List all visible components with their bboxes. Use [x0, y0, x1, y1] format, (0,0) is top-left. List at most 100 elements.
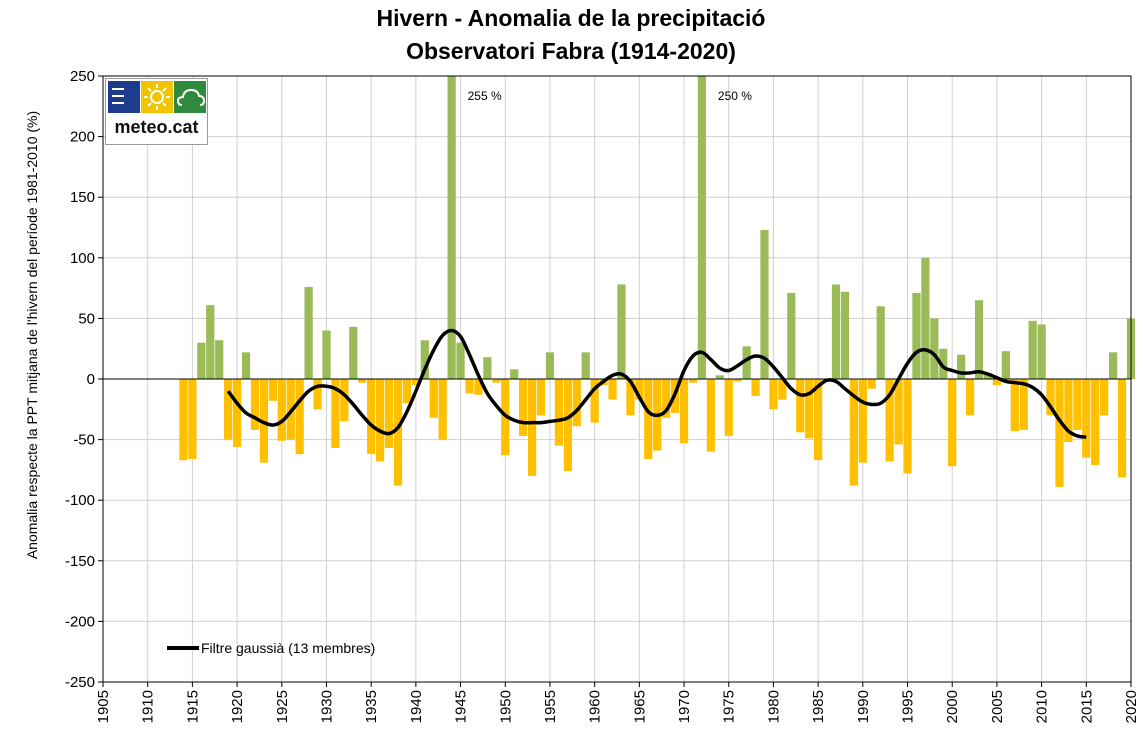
- bar-1946: [465, 379, 474, 394]
- bar-1972: [697, 76, 707, 379]
- legend: Filtre gaussià (13 membres): [167, 640, 375, 656]
- bar-2018: [1109, 352, 1118, 379]
- bar-1975: [724, 379, 733, 436]
- y-tick-labels: 250 200 150 100 50 0 -50 -100 -150 -200 -250: [65, 68, 95, 691]
- bar-1993: [885, 379, 894, 462]
- bar-2009: [1028, 320, 1037, 379]
- bar-2008: [1019, 379, 1028, 430]
- bar-1994: [894, 379, 903, 445]
- bar-1942: [429, 379, 438, 418]
- bar-1955: [545, 352, 555, 379]
- overflow-labels: 255 % 250 %: [468, 89, 753, 103]
- bar-1956: [554, 379, 563, 446]
- y-tick-label: 250: [70, 68, 95, 85]
- bar-1987: [831, 284, 841, 379]
- bar-1982: [787, 292, 796, 379]
- y-tick-label: 50: [78, 310, 95, 327]
- bar-2005: [992, 379, 1002, 386]
- chart-title-line-2: Observatori Fabra (1914-2020): [406, 38, 736, 64]
- bar-1970: [679, 379, 689, 444]
- bar-1960: [590, 379, 599, 423]
- x-tick-label: 1950: [497, 690, 514, 723]
- bar-1951: [510, 369, 519, 379]
- bar-2006: [1001, 351, 1010, 379]
- bar-2011: [1046, 379, 1055, 416]
- bar-1953: [527, 379, 537, 476]
- bar-1995: [903, 379, 912, 474]
- gaussian-filter-path: [226, 328, 1087, 439]
- bar-1938: [393, 379, 403, 486]
- bar-1922: [250, 379, 260, 430]
- y-tick-label: -250: [65, 674, 95, 691]
- logo-icons: [112, 84, 206, 110]
- bar-1921: [241, 352, 251, 379]
- x-tick-label: 1965: [631, 690, 648, 723]
- bar-1959: [581, 352, 590, 379]
- bar-1973: [706, 379, 715, 452]
- bar-1991: [867, 379, 876, 389]
- legend-label: Filtre gaussià (13 membres): [201, 640, 375, 656]
- bar-1958: [572, 379, 581, 427]
- y-axis-label: Anomalia respecte la PPT mitjana de l'hi…: [24, 111, 40, 559]
- bar-2003: [974, 300, 984, 379]
- bar-1945: [456, 342, 465, 379]
- bar-1918: [215, 340, 224, 379]
- x-tick-label: 1930: [318, 690, 335, 723]
- x-tick-label: 2005: [989, 690, 1006, 723]
- chart-title: Hivern - Anomalia de la precipitació Obs…: [377, 5, 766, 64]
- bar-2017: [1100, 379, 1109, 416]
- x-tick-label: 1910: [140, 690, 157, 723]
- bar-1984: [805, 379, 814, 439]
- bar-1974: [715, 375, 724, 379]
- x-tick-label: 1925: [274, 690, 291, 723]
- x-tick-label: 1960: [587, 690, 604, 723]
- bar-1983: [796, 379, 805, 433]
- gaussian-filter-line: [226, 328, 1087, 439]
- y-tick-label: 0: [87, 371, 95, 388]
- bar-1927: [295, 379, 304, 455]
- meteocat-logo: meteo.cat: [105, 78, 208, 145]
- bar-1914: [179, 379, 188, 461]
- bar-1976: [733, 379, 742, 382]
- y-tick-label: -150: [65, 553, 95, 570]
- x-tick-label: 2000: [944, 690, 961, 723]
- bar-1940: [411, 379, 420, 386]
- bar-2010: [1037, 324, 1046, 379]
- bar-1948: [483, 357, 492, 379]
- x-tick-label: 1985: [810, 690, 827, 723]
- bar-1952: [519, 379, 528, 436]
- bar-1935: [367, 379, 376, 455]
- bar-1996: [912, 292, 921, 379]
- bar-1916: [197, 342, 206, 379]
- x-tick-label: 1975: [721, 690, 738, 723]
- bar-1924: [268, 379, 277, 401]
- bar-1919: [224, 379, 233, 440]
- bar-2012: [1055, 379, 1064, 487]
- cloud-icon: [176, 88, 206, 106]
- overflow-label-1972: 250 %: [718, 89, 752, 103]
- x-tick-label: 1955: [542, 690, 559, 723]
- bar-1985: [814, 379, 823, 461]
- bar-1931: [331, 379, 340, 449]
- bar-2001: [957, 354, 966, 379]
- bar-1968: [662, 379, 671, 418]
- bar-1990: [858, 379, 867, 463]
- bar-1936: [376, 379, 385, 462]
- x-tick-label: 1980: [765, 690, 782, 723]
- overflow-label-1944: 255 %: [468, 89, 502, 103]
- bar-1963: [617, 284, 626, 379]
- bar-1998: [930, 318, 939, 379]
- bar-1920: [232, 379, 242, 447]
- y-tick-label: -50: [73, 432, 95, 449]
- y-tick-label: 100: [70, 250, 95, 267]
- bar-2007: [1010, 379, 1019, 432]
- bar-1977: [742, 346, 751, 379]
- bar-2002: [965, 379, 975, 416]
- bar-1933: [349, 326, 358, 379]
- x-tick-label: 1995: [900, 690, 917, 723]
- bar-2016: [1091, 379, 1100, 466]
- bar-1947: [474, 379, 483, 395]
- bar-1957: [563, 379, 572, 472]
- bar-1965: [635, 379, 644, 400]
